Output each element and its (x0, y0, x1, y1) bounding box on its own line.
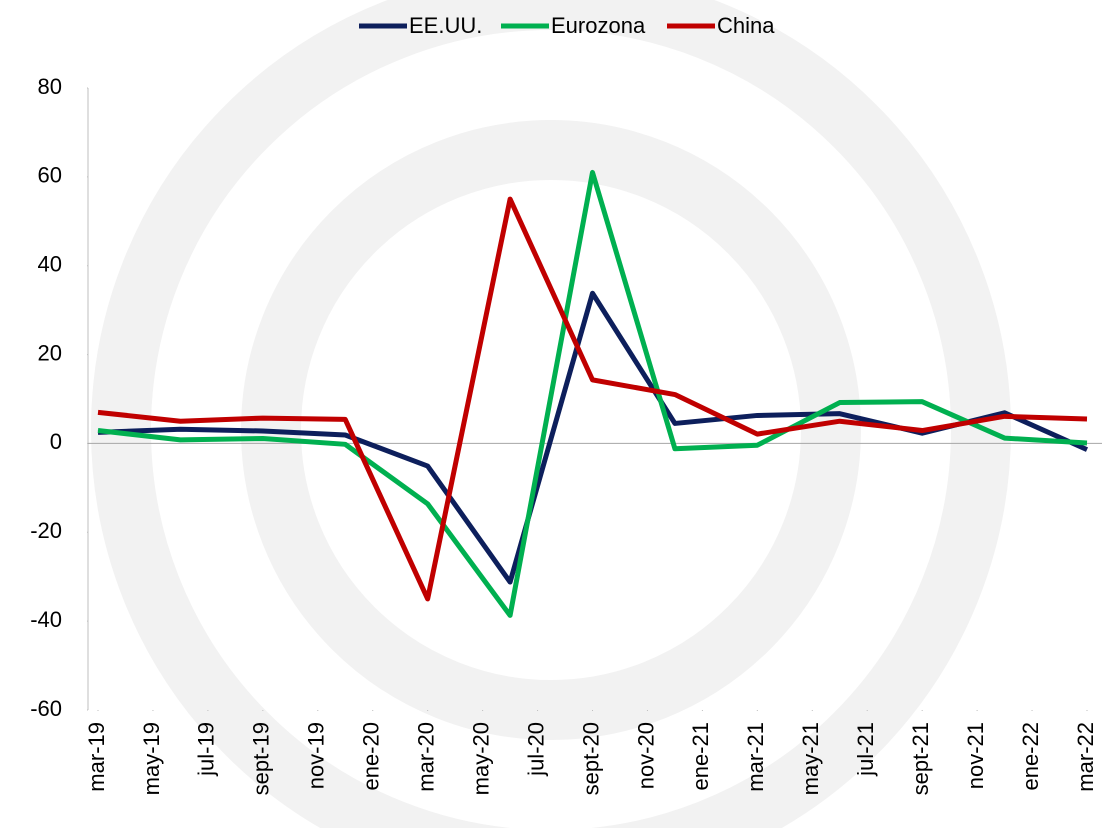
x-tick-label: sept-20 (578, 722, 603, 795)
x-tick-label: nov-21 (963, 722, 988, 789)
x-tick-label: nov-20 (633, 722, 658, 789)
x-tick-label: sept-19 (249, 722, 274, 795)
x-tick-label: may-21 (798, 722, 823, 795)
legend-label: Eurozona (551, 13, 646, 38)
y-tick-label: -60 (30, 696, 62, 721)
x-tick-label: ene-22 (1018, 722, 1043, 791)
y-tick-label: -40 (30, 607, 62, 632)
y-tick-label: 60 (38, 163, 62, 188)
x-tick-label: sept-21 (908, 722, 933, 795)
x-tick-label: mar-20 (413, 722, 438, 792)
x-tick-label: ene-21 (688, 722, 713, 791)
y-tick-label: 80 (38, 74, 62, 99)
x-tick-label: mar-21 (743, 722, 768, 792)
legend-label: EE.UU. (409, 13, 482, 38)
x-tick-label: ene-20 (359, 722, 384, 791)
series-line (97, 169, 1088, 618)
y-tick-label: 40 (38, 252, 62, 277)
y-tick-label: 0 (50, 429, 62, 454)
x-tick-label: may-19 (139, 722, 164, 795)
x-tick-label: jul-20 (523, 722, 548, 777)
y-tick-label: 20 (38, 340, 62, 365)
series-line (97, 290, 1089, 585)
x-tick-label: nov-19 (304, 722, 329, 789)
x-tick-label: mar-19 (84, 722, 109, 792)
series-line (97, 196, 1088, 602)
legend-label: China (717, 13, 775, 38)
x-tick-label: mar-22 (1073, 722, 1098, 792)
y-tick-label: -20 (30, 518, 62, 543)
x-tick-label: jul-19 (194, 722, 219, 777)
x-tick-label: may-20 (468, 722, 493, 795)
x-tick-label: jul-21 (853, 722, 878, 777)
